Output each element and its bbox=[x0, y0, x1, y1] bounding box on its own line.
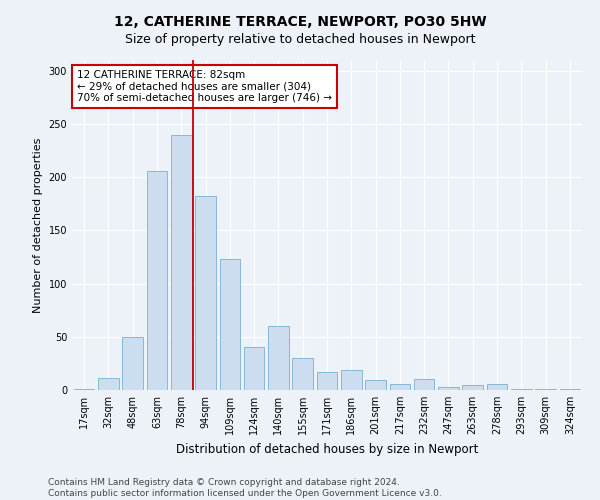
Bar bbox=[317, 372, 337, 390]
Bar bbox=[244, 348, 265, 390]
Bar bbox=[122, 337, 143, 390]
Text: 12 CATHERINE TERRACE: 82sqm
← 29% of detached houses are smaller (304)
70% of se: 12 CATHERINE TERRACE: 82sqm ← 29% of det… bbox=[77, 70, 332, 103]
X-axis label: Distribution of detached houses by size in Newport: Distribution of detached houses by size … bbox=[176, 442, 478, 456]
Bar bbox=[365, 380, 386, 390]
Bar bbox=[560, 389, 580, 390]
Bar bbox=[195, 196, 216, 390]
Text: Contains HM Land Registry data © Crown copyright and database right 2024.
Contai: Contains HM Land Registry data © Crown c… bbox=[48, 478, 442, 498]
Bar bbox=[98, 378, 119, 390]
Bar bbox=[487, 384, 508, 390]
Bar bbox=[74, 389, 94, 390]
Text: 12, CATHERINE TERRACE, NEWPORT, PO30 5HW: 12, CATHERINE TERRACE, NEWPORT, PO30 5HW bbox=[113, 15, 487, 29]
Bar bbox=[463, 384, 483, 390]
Y-axis label: Number of detached properties: Number of detached properties bbox=[33, 138, 43, 312]
Bar bbox=[535, 389, 556, 390]
Bar bbox=[171, 134, 191, 390]
Bar bbox=[268, 326, 289, 390]
Bar bbox=[511, 389, 532, 390]
Bar bbox=[292, 358, 313, 390]
Text: Size of property relative to detached houses in Newport: Size of property relative to detached ho… bbox=[125, 32, 475, 46]
Bar bbox=[438, 387, 459, 390]
Bar bbox=[220, 259, 240, 390]
Bar bbox=[414, 380, 434, 390]
Bar bbox=[389, 384, 410, 390]
Bar bbox=[341, 370, 362, 390]
Bar bbox=[146, 170, 167, 390]
